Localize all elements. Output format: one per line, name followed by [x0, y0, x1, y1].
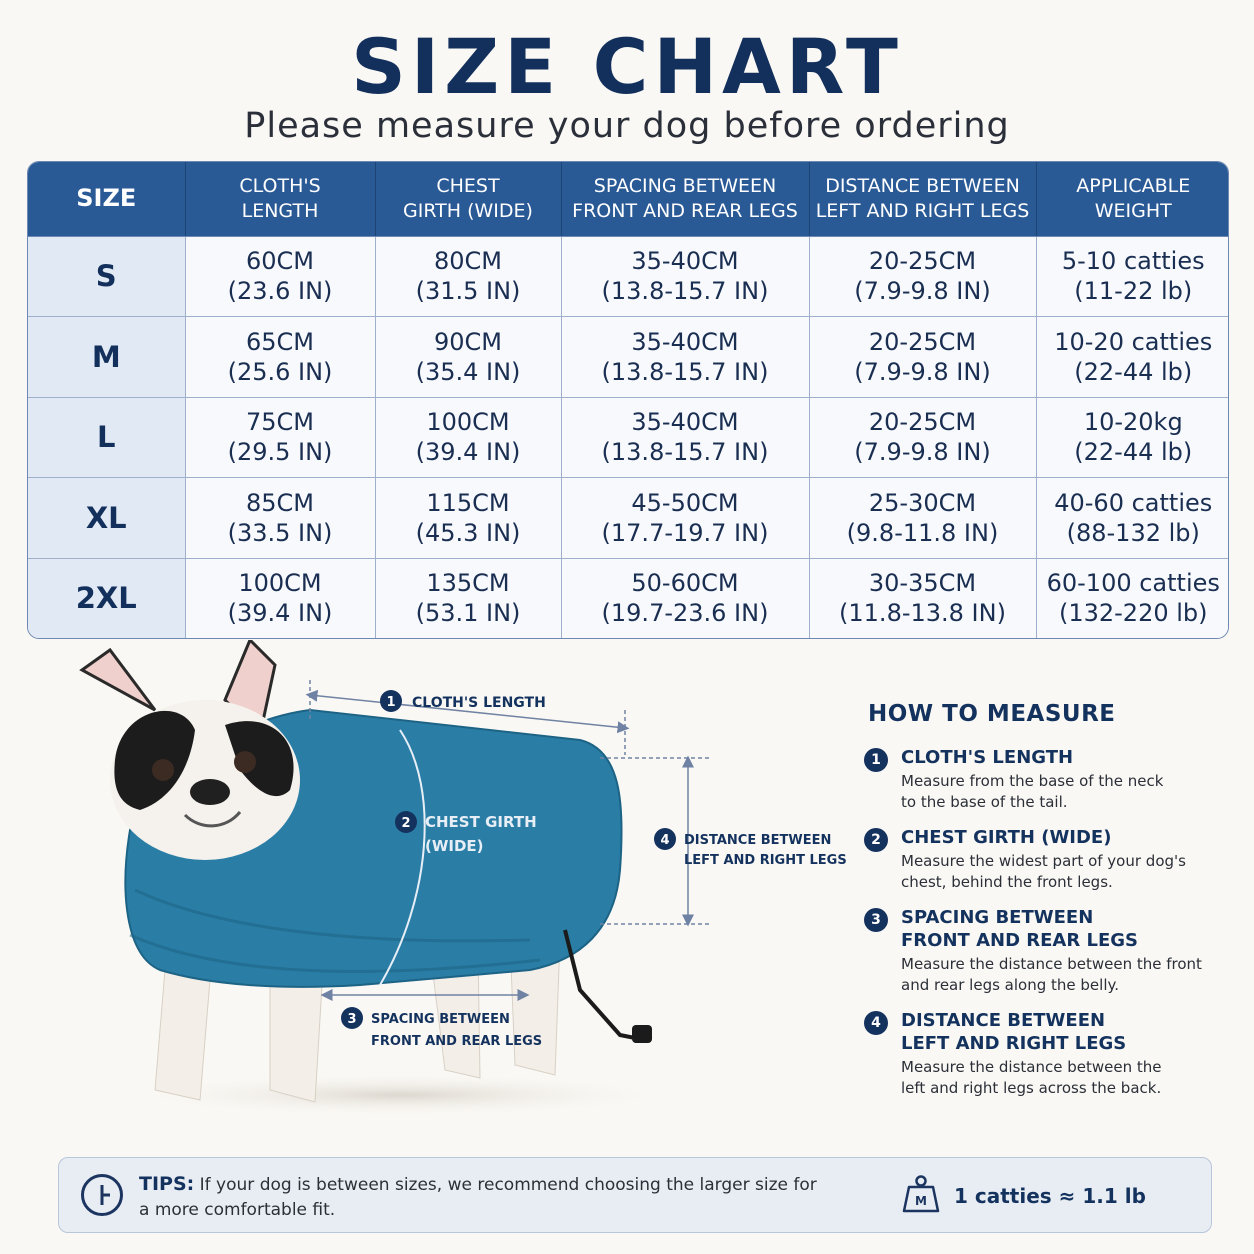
- cloths-length-cell: 85CM (33.5 IN): [185, 477, 376, 559]
- leg-distance-cell: 25-30CM (9.8-11.8 IN): [809, 477, 1037, 559]
- dog-head: [79, 640, 300, 860]
- table-row: XL 85CM (33.5 IN) 115CM (45.3 IN) 45-50CM (17.…: [28, 477, 1228, 559]
- size-cell: 2XL: [28, 557, 186, 638]
- size-cell: L: [28, 396, 186, 478]
- floor-shadow: [120, 1073, 680, 1117]
- leg-distance-cell: 20-25CM (7.9-9.8 IN): [809, 316, 1037, 398]
- size-cell: S: [28, 235, 186, 317]
- step-description: Measure from the base of the neck to the…: [901, 772, 1164, 811]
- page-title: SIZE CHART: [351, 22, 903, 111]
- table-row: L 75CM (29.5 IN) 100CM (39.4 IN) 35-40CM (13.8…: [28, 396, 1228, 478]
- chest-girth-cell: 80CM (31.5 IN): [375, 235, 562, 317]
- weight-cell: 10-20 catties (22-44 lb): [1036, 316, 1228, 398]
- column-header-weight: APPLICABLE WEIGHT: [1036, 162, 1228, 237]
- cloths-length-cell: 65CM (25.6 IN): [185, 316, 376, 398]
- chest-girth-cell: 135CM (53.1 IN): [375, 557, 562, 638]
- column-header-chest-girth: CHEST GIRTH (WIDE): [375, 162, 562, 237]
- tips-label: TIPS:: [139, 1173, 195, 1195]
- step-number: 4: [864, 1011, 888, 1035]
- size-cell: M: [28, 316, 186, 398]
- step-heading: SPACING BETWEEN FRONT AND REAR LEGS: [901, 907, 1138, 951]
- leg-spacing-cell: 45-50CM (17.7-19.7 IN): [561, 477, 810, 559]
- cloths-length-cell: 60CM (23.6 IN): [185, 235, 376, 317]
- leg-distance-cell: 20-25CM (7.9-9.8 IN): [809, 396, 1037, 478]
- step-description: Measure the widest part of your dog's ch…: [901, 852, 1186, 891]
- dog-measurement-diagram: 1 CLOTH'S LENGTH 2 CHEST GIRTH (WIDE) 3 …: [79, 640, 847, 1117]
- weight-cell: 40-60 catties (88-132 lb): [1036, 477, 1228, 559]
- leg-distance-cell: 20-25CM (7.9-9.8 IN): [809, 235, 1037, 317]
- step-heading: CLOTH'S LENGTH: [901, 747, 1074, 768]
- step-badge-1: [380, 690, 402, 712]
- page-subtitle: Please measure your dog before ordering: [244, 106, 1010, 146]
- step-number: 3: [864, 908, 888, 932]
- how-to-measure-title: HOW TO MEASURE: [868, 701, 1116, 727]
- label-chest-girth-wide: (WIDE): [425, 837, 484, 855]
- step-number: 1: [864, 748, 888, 772]
- weight-icon-letter: M: [915, 1194, 927, 1208]
- step-description: Measure the distance between the front a…: [901, 955, 1202, 994]
- label-leg-spacing-2: FRONT AND REAR LEGS: [371, 1034, 542, 1049]
- tips-line-2: a more comfortable fit.: [139, 1200, 336, 1220]
- svg-text:4: 4: [660, 833, 669, 848]
- tips-text: TIPS: If your dog is between sizes, we r…: [139, 1172, 839, 1223]
- step-number: 2: [864, 828, 888, 852]
- chest-girth-cell: 90CM (35.4 IN): [375, 316, 562, 398]
- cloths-length-cell: 75CM (29.5 IN): [185, 396, 376, 478]
- svg-text:3: 3: [347, 1012, 356, 1027]
- cloths-length-cell: 100CM (39.4 IN): [185, 557, 376, 638]
- leg-spacing-cell: 35-40CM (13.8-15.7 IN): [561, 316, 810, 398]
- step-heading: CHEST GIRTH (WIDE): [901, 827, 1112, 848]
- svg-text:2: 2: [401, 816, 410, 831]
- size-chart-table: SIZE CLOTH'S LENGTH CHEST GIRTH (WIDE) S…: [27, 161, 1229, 639]
- column-header-leg-spacing: SPACING BETWEEN FRONT AND REAR LEGS: [561, 162, 810, 237]
- table-header-row: SIZE CLOTH'S LENGTH CHEST GIRTH (WIDE) S…: [28, 162, 1228, 237]
- svg-text:1: 1: [386, 695, 395, 710]
- column-header-leg-distance: DISTANCE BETWEEN LEFT AND RIGHT LEGS: [809, 162, 1037, 237]
- weight-cell: 10-20kg (22-44 lb): [1036, 396, 1228, 478]
- label-leg-distance-2: LEFT AND RIGHT LEGS: [684, 853, 847, 868]
- table-row: S 60CM (23.6 IN) 80CM (31.5 IN) 35-40CM (13.8-…: [28, 235, 1228, 317]
- step-heading: DISTANCE BETWEEN LEFT AND RIGHT LEGS: [901, 1010, 1127, 1054]
- chest-girth-cell: 115CM (45.3 IN): [375, 477, 562, 559]
- step-badge-4: [654, 828, 676, 850]
- weight-cell: 5-10 catties (11-22 lb): [1036, 235, 1228, 317]
- weight-icon: M: [902, 1175, 940, 1213]
- tips-banner: TIPS: If your dog is between sizes, we r…: [58, 1157, 1212, 1233]
- table-row: 2XL 100CM (39.4 IN) 135CM (53.1 IN) 50-60CM (1…: [28, 557, 1228, 638]
- label-chest-girth: CHEST GIRTH: [425, 813, 537, 831]
- unit-conversion: 1 catties ≈ 1.1 lb: [954, 1184, 1146, 1208]
- column-header-size: SIZE: [28, 162, 186, 237]
- table-row: M 65CM (25.6 IN) 90CM (35.4 IN) 35-40CM (13.8-…: [28, 316, 1228, 398]
- leg-spacing-cell: 35-40CM (13.8-15.7 IN): [561, 235, 810, 317]
- tips-line-1: If your dog is between sizes, we recomme…: [199, 1175, 817, 1195]
- column-header-cloths-length: CLOTH'S LENGTH: [185, 162, 376, 237]
- label-leg-distance-1: DISTANCE BETWEEN: [684, 833, 831, 848]
- leg-spacing-cell: 35-40CM (13.8-15.7 IN): [561, 396, 810, 478]
- leg-distance-cell: 30-35CM (11.8-13.8 IN): [809, 557, 1037, 638]
- label-cloths-length: CLOTH'S LENGTH: [412, 695, 546, 711]
- leg-spacing-cell: 50-60CM (19.7-23.6 IN): [561, 557, 810, 638]
- chest-girth-cell: 100CM (39.4 IN): [375, 396, 562, 478]
- step-badge-3: [341, 1007, 363, 1029]
- step-description: Measure the distance between the left an…: [901, 1058, 1162, 1097]
- size-cell: XL: [28, 477, 186, 559]
- table-body: S 60CM (23.6 IN) 80CM (31.5 IN) 35-40CM (13.8-…: [28, 235, 1228, 638]
- tip-gauge-icon: [81, 1174, 123, 1216]
- label-leg-spacing-1: SPACING BETWEEN: [371, 1012, 510, 1027]
- step-badge-2: [395, 811, 417, 833]
- weight-cell: 60-100 catties (132-220 lb): [1036, 557, 1228, 638]
